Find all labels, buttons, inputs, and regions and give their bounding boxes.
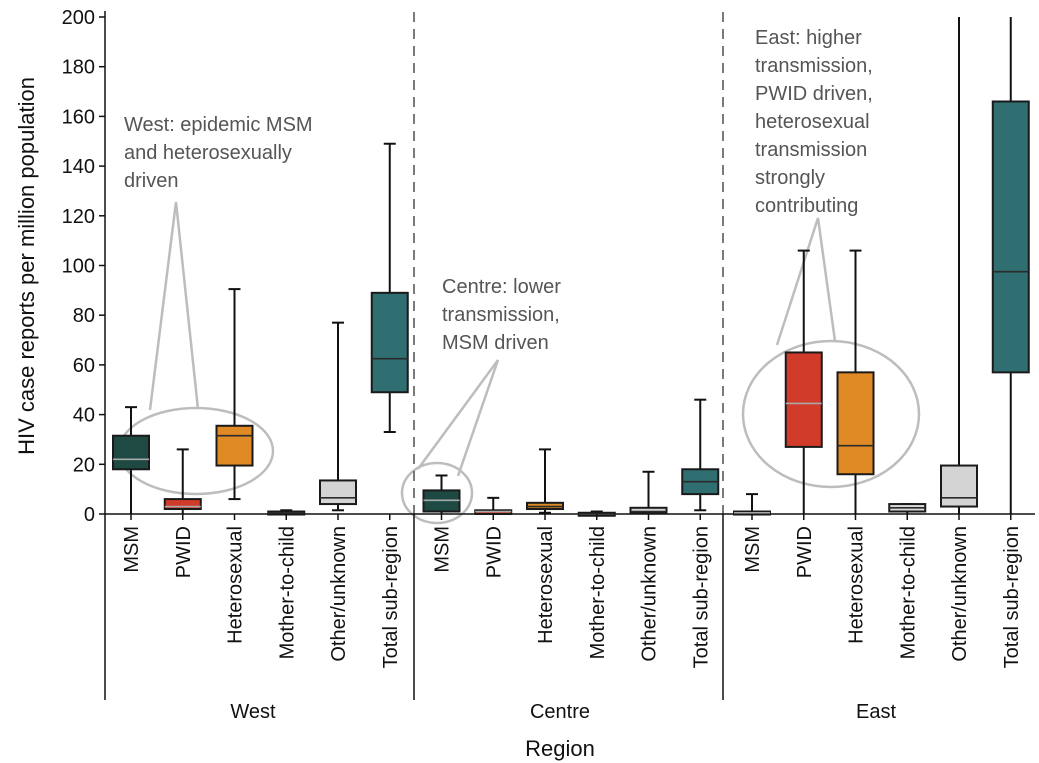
y-tick-label: 140: [62, 156, 95, 178]
category-tick-label: Other/unknown: [639, 526, 661, 662]
annotation-layer: West: epidemic MSM and heterosexually driv…: [117, 27, 921, 525]
y-tick-label: 0: [84, 504, 95, 526]
y-tick-label: 180: [62, 57, 95, 79]
box-west-total-sub-region: [370, 142, 409, 433]
axes: 0 20 40 60 80 100 120 140 160 180 200: [62, 7, 1035, 700]
y-tick-label: 200: [62, 7, 95, 29]
y-tick-label: 100: [62, 256, 95, 278]
annotation-text: Centre: lower: [442, 276, 561, 298]
y-tick-label: 40: [73, 405, 95, 427]
category-tick-label: Heterosexual: [225, 526, 247, 644]
category-tick-label: Heterosexual: [535, 526, 557, 644]
category-tick-label: MSM: [121, 526, 143, 573]
category-tick-label: Heterosexual: [846, 526, 868, 644]
y-tick-label: 60: [73, 355, 95, 377]
x-axis-label: Region: [525, 736, 595, 761]
box-centre-msm: [422, 474, 461, 514]
box-west-heterosexual: [215, 288, 254, 501]
box-west-pwid: [163, 448, 202, 514]
category-tick-label: Total sub-region: [690, 526, 712, 668]
group-separators: [413, 12, 724, 700]
category-tick-label: PWID: [173, 526, 195, 578]
box-centre-total-sub-region: [681, 398, 720, 512]
boxes: [112, 17, 1030, 517]
annotation-west: West: epidemic MSM and heterosexually driv…: [117, 114, 313, 496]
category-tick-label: Other/unknown: [328, 526, 350, 662]
box-west-other-unknown: [319, 321, 357, 512]
annotation-text: East: higher: [755, 27, 862, 49]
box-west-msm: [112, 406, 150, 514]
y-tick-label: 120: [62, 206, 95, 228]
callout-ellipse: [741, 339, 921, 489]
category-tick-label: MSM: [432, 526, 454, 573]
box-east-other-unknown: [940, 17, 978, 514]
y-axis-label: HIV case reports per million population: [14, 77, 39, 455]
box-iqr: [163, 498, 202, 511]
box-east-heterosexual: [836, 249, 875, 514]
category-tick-label: Other/unknown: [949, 526, 971, 662]
callout-pointer: [416, 359, 500, 477]
group-label: Centre: [530, 701, 590, 723]
annotation-text: West: epidemic MSM: [124, 114, 313, 136]
box-east-mother-to-child: [888, 503, 927, 514]
box-iqr: [319, 479, 357, 506]
annotation-text: MSM driven: [442, 332, 549, 354]
y-tick-label: 20: [73, 454, 95, 476]
box-iqr: [991, 100, 1030, 374]
callout-pointer: [148, 201, 200, 411]
box-centre-other-unknown: [629, 470, 668, 514]
category-tick-label: Mother-to-child: [276, 526, 298, 659]
group-label: West: [230, 701, 276, 723]
annotation-text: driven: [124, 170, 178, 192]
annotation-text: PWID driven,: [755, 83, 873, 105]
annotation-centre: Centre: lower transmission, MSM driven: [400, 276, 561, 525]
annotation-text: transmission,: [755, 55, 873, 77]
category-labels: MSM PWID Heterosexual Mother-to-child Other/…: [121, 514, 1023, 723]
category-tick-label: Mother-to-child: [587, 526, 609, 659]
box-east-total-sub-region: [991, 17, 1030, 514]
box-iqr: [215, 424, 254, 467]
box-iqr: [370, 291, 409, 394]
y-tick-label: 80: [73, 305, 95, 327]
box-centre-heterosexual: [526, 448, 564, 514]
box-iqr: [112, 434, 150, 471]
callout-ellipse: [400, 461, 474, 525]
box-east-pwid: [784, 249, 823, 514]
y-tick-label: 160: [62, 106, 95, 128]
category-tick-label: PWID: [794, 526, 816, 578]
annotation-text: contributing: [755, 195, 858, 217]
box-iqr: [940, 464, 978, 508]
category-tick-label: PWID: [483, 526, 505, 578]
annotation-east: East: higher transmission, PWID driven, het…: [741, 27, 921, 489]
category-tick-label: MSM: [742, 526, 764, 573]
box-iqr: [629, 506, 668, 514]
callout-pointer: [775, 217, 837, 346]
annotation-text: transmission,: [442, 304, 560, 326]
category-tick-label: Total sub-region: [1001, 526, 1023, 668]
annotation-text: and heterosexually: [124, 142, 292, 164]
annotation-text: strongly: [755, 167, 825, 189]
group-label: East: [856, 701, 896, 723]
category-tick-label: Mother-to-child: [897, 526, 919, 659]
annotation-text: heterosexual: [755, 111, 870, 133]
box-east-msm: [733, 493, 771, 516]
box-centre-pwid: [474, 496, 513, 515]
box-west-mother-to-child: [267, 509, 306, 516]
box-iqr: [784, 351, 823, 448]
annotation-text: transmission: [755, 139, 867, 161]
category-tick-label: Total sub-region: [380, 526, 402, 668]
box-iqr: [836, 371, 875, 476]
